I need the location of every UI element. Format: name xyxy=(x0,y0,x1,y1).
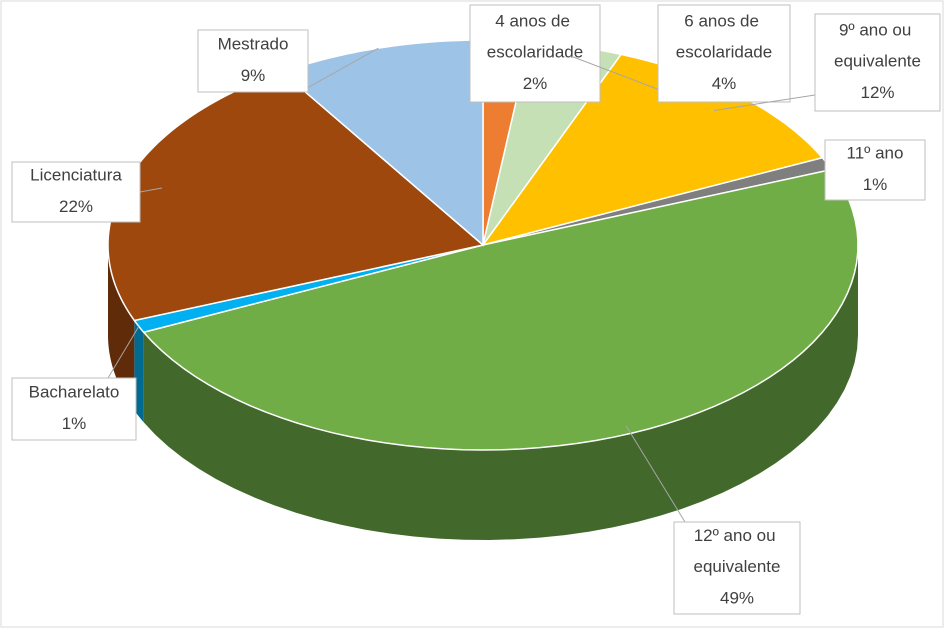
label-line: escolaridade xyxy=(676,43,772,62)
label-line: 6 anos de xyxy=(684,12,763,31)
label-box xyxy=(11,161,141,223)
leader-line xyxy=(571,55,661,91)
data-label-name: 11º ano xyxy=(847,144,904,163)
label-line: 11º ano xyxy=(847,144,904,163)
data-label-value: 2% xyxy=(523,74,548,93)
data-label-name: 12º ano ou equivalente xyxy=(694,526,781,576)
data-label-value: 22% xyxy=(59,197,93,216)
label-line: Licenciatura xyxy=(30,166,122,185)
data-label-value: 1% xyxy=(863,175,888,194)
label-line: escolaridade xyxy=(487,43,583,62)
label-box xyxy=(824,139,926,201)
label-box xyxy=(11,377,137,441)
label-line: Bacharelato xyxy=(29,383,120,402)
slice-side xyxy=(143,245,859,540)
leader-line xyxy=(713,94,816,111)
leader-line xyxy=(107,326,140,379)
data-label-value: 9% xyxy=(241,66,266,85)
label-box xyxy=(673,521,801,615)
label-line: Mestrado xyxy=(218,35,289,54)
data-label-value: 49% xyxy=(720,588,754,607)
slice-side xyxy=(134,320,144,423)
leader-line xyxy=(625,425,686,523)
leader-line xyxy=(139,187,163,193)
slice-side xyxy=(108,245,135,411)
data-label-value: 12% xyxy=(860,83,894,102)
label-line: equivalente xyxy=(694,557,781,576)
label-box xyxy=(197,29,309,93)
label-line: equivalente xyxy=(834,52,921,71)
label-box xyxy=(814,13,941,112)
label-box xyxy=(469,4,601,103)
data-label-name: Bacharelato xyxy=(29,383,120,402)
label-line: 4 anos de xyxy=(495,12,574,31)
slice xyxy=(133,244,484,334)
data-label-name: 4 anos de escolaridade xyxy=(487,12,583,62)
slice xyxy=(142,168,859,451)
label-line: 12º ano ou xyxy=(694,526,781,545)
label-line: 9º ano ou xyxy=(839,21,916,40)
leader-line xyxy=(299,47,379,93)
label-box xyxy=(657,4,791,103)
data-label-value: 4% xyxy=(712,74,737,93)
data-label-name: 6 anos de escolaridade xyxy=(676,12,772,62)
data-label-name: Mestrado xyxy=(218,35,289,54)
data-label-name: 9º ano ou equivalente xyxy=(834,21,921,71)
data-label-name: Licenciatura xyxy=(30,166,122,185)
data-label-value: 1% xyxy=(62,414,87,433)
